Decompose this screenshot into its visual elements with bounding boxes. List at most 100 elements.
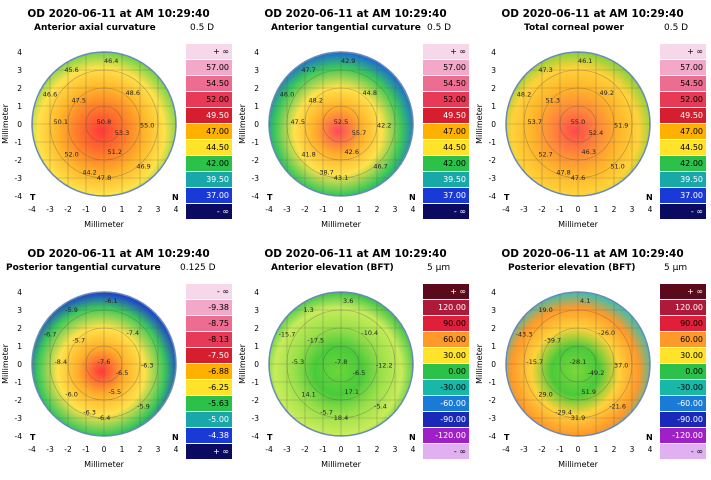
x-tick-label: -1 bbox=[556, 205, 564, 214]
x-tick-label: -4 bbox=[28, 445, 36, 454]
step-size: 0.5 D bbox=[427, 23, 452, 33]
scale-step: 57.00 bbox=[423, 60, 469, 76]
map-value: 17.1 bbox=[345, 388, 359, 396]
y-tick-label: 2 bbox=[491, 324, 496, 333]
map-value: 14.1 bbox=[301, 390, 315, 398]
scale-step: 90.00 bbox=[660, 316, 706, 332]
y-axis-label: Millimeter bbox=[238, 343, 247, 384]
x-axis-label: Millimeter bbox=[558, 220, 599, 229]
y-tick-label: 0 bbox=[491, 360, 496, 369]
map-value: 42.6 bbox=[345, 148, 359, 156]
temporal-marker: T bbox=[267, 193, 273, 202]
scale-step: -5.00 bbox=[186, 412, 232, 428]
x-axis-label: Millimeter bbox=[84, 220, 125, 229]
scale-step: - ∞ bbox=[186, 204, 232, 220]
y-tick-label: -3 bbox=[489, 174, 497, 183]
scale-step: 60.00 bbox=[660, 332, 706, 348]
map-value: -8.4 bbox=[54, 358, 67, 366]
scale-step: 39.50 bbox=[660, 172, 706, 188]
y-tick-label: 3 bbox=[491, 66, 496, 75]
y-tick-label: 4 bbox=[254, 48, 259, 57]
map-value: -6.3 bbox=[141, 362, 154, 370]
map-value: 53.7 bbox=[528, 118, 542, 126]
x-tick-label: -4 bbox=[502, 445, 510, 454]
map-value: -6.4 bbox=[98, 414, 111, 422]
map-value: 3.6 bbox=[343, 297, 353, 305]
map-value: 43.1 bbox=[334, 174, 348, 182]
y-tick-label: 3 bbox=[17, 66, 22, 75]
x-tick-label: 2 bbox=[612, 445, 617, 454]
y-tick-label: -4 bbox=[489, 432, 497, 441]
color-scale: + ∞ 57.00 54.50 52.00 49.50 47.00 44.50 42.00 39… bbox=[186, 44, 232, 220]
color-scale: + ∞ 120.00 90.00 60.00 30.00 0.00 -30.00 -60.00… bbox=[423, 284, 469, 460]
map-title: Posterior elevation (BFT) bbox=[508, 263, 636, 273]
y-tick-label: 0 bbox=[17, 120, 22, 129]
scale-step: 30.00 bbox=[423, 348, 469, 364]
map-value: 47.8 bbox=[556, 168, 570, 176]
scale-step: -6.25 bbox=[186, 380, 232, 396]
x-axis-label: Millimeter bbox=[321, 460, 362, 469]
scale-step: 42.00 bbox=[186, 156, 232, 172]
map-value: 46.0 bbox=[280, 91, 294, 99]
x-tick-label: -3 bbox=[520, 205, 528, 214]
scale-step: 37.00 bbox=[660, 188, 706, 204]
map-value: -17.5 bbox=[307, 336, 324, 344]
map-title: Anterior tangential curvature bbox=[271, 23, 421, 33]
map-panel-1: OD 2020-06-11 at AM 10:29:40 Anterior axi… bbox=[0, 0, 237, 240]
x-tick-label: -2 bbox=[538, 205, 546, 214]
map-value: -43.3 bbox=[516, 331, 533, 339]
map-value: 46.4 bbox=[104, 57, 118, 65]
y-tick-label: 4 bbox=[17, 48, 22, 57]
y-tick-label: 0 bbox=[254, 120, 259, 129]
scale-step: -90.00 bbox=[423, 412, 469, 428]
scale-step: -30.00 bbox=[423, 380, 469, 396]
x-tick-label: 0 bbox=[339, 445, 344, 454]
y-tick-label: -2 bbox=[489, 396, 497, 405]
nasal-marker: N bbox=[172, 193, 179, 202]
scale-step: 0.00 bbox=[423, 364, 469, 380]
map-value: 55.0 bbox=[140, 122, 154, 130]
scale-step: 47.00 bbox=[660, 124, 706, 140]
scale-step: - ∞ bbox=[660, 444, 706, 460]
x-axis-label: Millimeter bbox=[321, 220, 362, 229]
x-tick-label: -3 bbox=[520, 445, 528, 454]
map-value: 51.2 bbox=[108, 148, 122, 156]
map-value: 53.3 bbox=[115, 129, 129, 137]
scale-step: -9.38 bbox=[186, 300, 232, 316]
x-tick-label: 0 bbox=[576, 205, 581, 214]
x-tick-label: -1 bbox=[82, 205, 90, 214]
y-tick-label: 2 bbox=[17, 84, 22, 93]
map-disc bbox=[268, 291, 414, 437]
scale-step: -30.00 bbox=[660, 380, 706, 396]
color-scale: + ∞ 57.00 54.50 52.00 49.50 47.00 44.50 42.00 39… bbox=[423, 44, 469, 220]
y-tick-label: 2 bbox=[17, 324, 22, 333]
y-tick-label: 0 bbox=[17, 360, 22, 369]
scale-step: 52.00 bbox=[423, 92, 469, 108]
scale-step: -8.13 bbox=[186, 332, 232, 348]
map-title: Total corneal power bbox=[524, 23, 624, 33]
y-tick-label: 1 bbox=[17, 102, 22, 111]
x-tick-label: 0 bbox=[102, 445, 107, 454]
x-tick-label: 3 bbox=[156, 205, 161, 214]
x-tick-label: -2 bbox=[301, 445, 309, 454]
map-value: 46.6 bbox=[43, 91, 57, 99]
nasal-marker: N bbox=[409, 433, 416, 442]
map-value: 52.4 bbox=[589, 129, 603, 137]
x-tick-label: -1 bbox=[319, 205, 327, 214]
map-value: -6.5 bbox=[116, 369, 129, 377]
scale-step: 54.50 bbox=[660, 76, 706, 92]
y-tick-label: 3 bbox=[491, 306, 496, 315]
x-tick-label: 1 bbox=[120, 445, 125, 454]
panel-header: OD 2020-06-11 at AM 10:29:40 bbox=[27, 248, 210, 260]
map-value: 55.0 bbox=[571, 118, 585, 126]
y-tick-label: -1 bbox=[489, 138, 497, 147]
scale-step: 44.50 bbox=[186, 140, 232, 156]
map-value: -5.5 bbox=[108, 388, 121, 396]
y-tick-label: 0 bbox=[254, 360, 259, 369]
map-value: 47.8 bbox=[97, 174, 111, 182]
y-tick-label: -1 bbox=[15, 378, 23, 387]
map-value: -26.0 bbox=[598, 329, 615, 337]
map-panel-4: OD 2020-06-11 at AM 10:29:40 Posterior ta… bbox=[0, 240, 237, 480]
scale-step: + ∞ bbox=[660, 44, 706, 60]
map-disc bbox=[505, 291, 651, 437]
